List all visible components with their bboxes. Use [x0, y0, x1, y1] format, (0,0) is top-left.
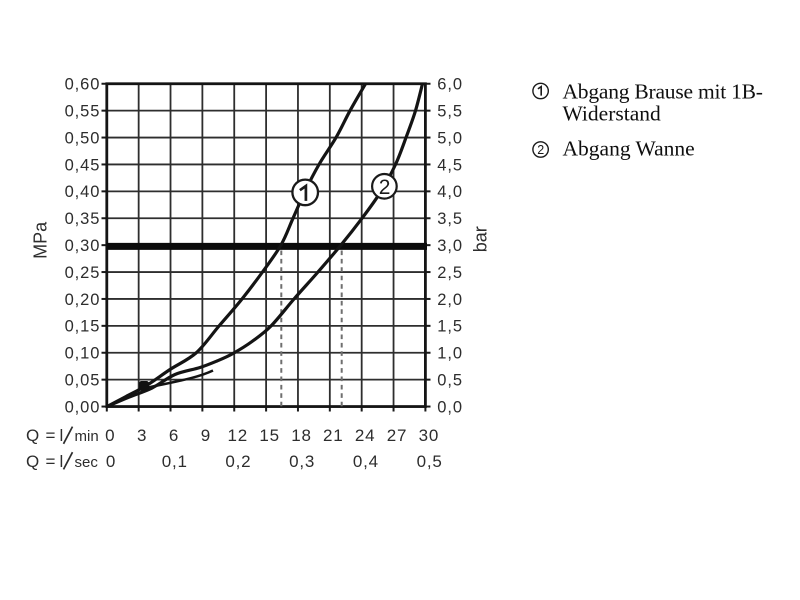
svg-text:0: 0: [105, 426, 115, 445]
svg-text:0,60: 0,60: [65, 76, 101, 94]
svg-text:0,5: 0,5: [437, 371, 463, 389]
svg-text:Widerstand: Widerstand: [563, 102, 661, 126]
svg-text:24: 24: [355, 426, 376, 445]
svg-text:4,0: 4,0: [437, 183, 463, 201]
svg-text:0,15: 0,15: [65, 318, 101, 336]
svg-text:27: 27: [387, 426, 408, 445]
svg-text:18: 18: [291, 426, 312, 445]
svg-text:21: 21: [323, 426, 344, 445]
svg-text:0,05: 0,05: [65, 371, 101, 389]
svg-text:0,30: 0,30: [65, 237, 101, 255]
svg-text:l: l: [60, 426, 64, 445]
svg-text:1,5: 1,5: [437, 318, 463, 336]
svg-text:0,25: 0,25: [65, 264, 101, 282]
svg-text:min: min: [75, 428, 99, 445]
svg-text:bar: bar: [471, 226, 491, 252]
svg-text:Q: Q: [26, 452, 39, 471]
svg-text:0,40: 0,40: [65, 183, 101, 201]
svg-text:5,0: 5,0: [437, 129, 463, 147]
svg-text:Abgang Wanne: Abgang Wanne: [563, 136, 695, 160]
svg-text:Abgang Brause mit 1B-: Abgang Brause mit 1B-: [563, 79, 763, 103]
svg-text:2,5: 2,5: [437, 264, 463, 282]
svg-text:0,5: 0,5: [417, 452, 443, 471]
svg-text:2: 2: [379, 176, 391, 199]
svg-text:6,0: 6,0: [437, 76, 463, 94]
svg-text:0,45: 0,45: [65, 156, 101, 174]
svg-text:Q: Q: [26, 426, 39, 445]
svg-text:0,1: 0,1: [162, 452, 188, 471]
svg-text:0,20: 0,20: [65, 291, 101, 309]
svg-text:4,5: 4,5: [437, 156, 463, 174]
svg-text:0,55: 0,55: [65, 102, 101, 120]
svg-text:3,0: 3,0: [437, 237, 463, 255]
svg-text:=: =: [46, 426, 56, 445]
svg-text:2,0: 2,0: [437, 291, 463, 309]
svg-text:30: 30: [419, 426, 440, 445]
svg-text:9: 9: [201, 426, 211, 445]
svg-text:3: 3: [137, 426, 147, 445]
svg-text:15: 15: [259, 426, 280, 445]
svg-text:0,3: 0,3: [289, 452, 315, 471]
svg-text:0,35: 0,35: [65, 210, 101, 228]
svg-text:12: 12: [227, 426, 248, 445]
svg-text:0: 0: [106, 452, 116, 471]
svg-text:sec: sec: [75, 454, 99, 471]
svg-text:0,10: 0,10: [65, 345, 101, 363]
svg-text:l: l: [60, 452, 64, 471]
svg-text:3,5: 3,5: [437, 210, 463, 228]
svg-text:0,50: 0,50: [65, 129, 101, 147]
svg-text:6: 6: [169, 426, 179, 445]
svg-text:0,00: 0,00: [65, 398, 101, 416]
svg-text:0,2: 0,2: [225, 452, 251, 471]
svg-text:0,4: 0,4: [353, 452, 379, 471]
svg-text:MPa: MPa: [31, 221, 51, 259]
svg-text:2: 2: [537, 143, 544, 157]
svg-text:5,5: 5,5: [437, 102, 463, 120]
svg-text:=: =: [46, 452, 56, 471]
svg-text:1,0: 1,0: [437, 345, 463, 363]
svg-text:0,0: 0,0: [437, 398, 463, 416]
